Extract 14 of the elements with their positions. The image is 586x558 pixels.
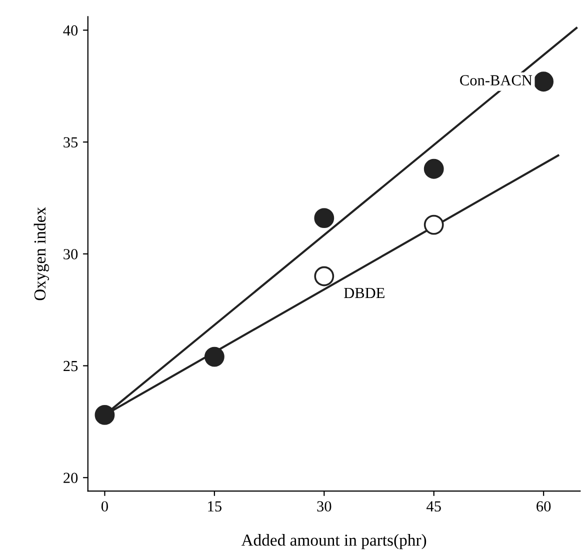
y-axis-title: Oxygen index [34,207,50,300]
y-tick-label: 30 [64,249,78,260]
x-tick-label: 60 [536,501,551,512]
x-tick-label: 45 [426,501,441,512]
series-label: Con-BACN [460,75,532,86]
y-tick-label: 20 [64,472,78,484]
x-tick-label: 30 [317,501,332,512]
x-tick-label: 0 [101,501,108,512]
y-tick-label: 40 [63,25,78,36]
y-tick-label: 25 [64,360,78,372]
x-axis-title: Added amount in parts(phr) [241,534,426,550]
series-label: DBDE [344,288,384,298]
x-tick-label: 15 [208,501,222,512]
y-tick-label: 35 [64,137,78,148]
